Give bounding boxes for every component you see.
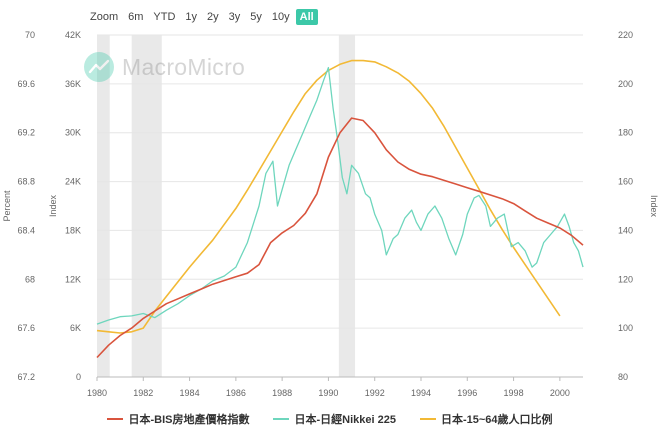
legend-label-nikkei: 日本-日經Nikkei 225 — [294, 414, 396, 426]
left-inner-axis-title: Index — [48, 194, 58, 217]
legend-item-bis[interactable]: 日本-BIS房地產價格指數 — [107, 411, 249, 427]
series-line-bis — [96, 117, 584, 359]
zoom-10y-button[interactable]: 10y — [271, 11, 290, 23]
zoom-ytd-button[interactable]: YTD — [153, 11, 176, 23]
left-inner-tick-label: 30K — [65, 128, 81, 138]
watermark-text: MacroMicro — [122, 53, 246, 80]
right-tick-label: 200 — [618, 79, 633, 89]
right-tick-label: 120 — [618, 274, 633, 284]
legend-item-population[interactable]: 日本-15~64歲人口比例 — [419, 411, 553, 427]
left-outer-tick-label: 67.2 — [17, 372, 35, 382]
recession-band-2 — [338, 35, 356, 377]
x-tick-label: 1988 — [272, 388, 292, 398]
watermark: MacroMicro — [84, 52, 245, 82]
right-tick-label: 80 — [618, 372, 628, 382]
left-inner-tick-label: 36K — [65, 79, 81, 89]
x-tick-label: 2000 — [550, 388, 570, 398]
left-outer-tick-label: 68.8 — [17, 177, 35, 187]
left-inner-tick-label: 6K — [70, 323, 81, 333]
legend-label-bis: 日本-BIS房地產價格指數 — [128, 414, 250, 426]
recession-band-1 — [131, 35, 162, 377]
legend-swatch-bis — [107, 418, 124, 420]
x-tick-label: 1994 — [411, 388, 431, 398]
zoom-toolbar: Zoom 6m YTD 1y 2y 3y 5y 10y All — [90, 8, 320, 26]
right-tick-label: 220 — [618, 30, 633, 40]
left-outer-tick-label: 70 — [25, 30, 35, 40]
left-inner-tick-label: 42K — [65, 30, 81, 40]
left-outer-tick-label: 69.6 — [17, 79, 35, 89]
x-tick-label: 1980 — [87, 388, 107, 398]
legend-swatch-population — [419, 418, 436, 420]
legend-label-population: 日本-15~64歲人口比例 — [440, 414, 553, 426]
right-tick-label: 160 — [618, 177, 633, 187]
right-axis-title: Index — [649, 195, 659, 218]
left-inner-tick-label: 18K — [65, 225, 81, 235]
x-tick-label: 1986 — [226, 388, 246, 398]
recession-band-0 — [97, 35, 110, 377]
zoom-1y-button[interactable]: 1y — [185, 11, 198, 23]
x-tick-label: 1990 — [318, 388, 338, 398]
left-outer-tick-label: 68 — [25, 274, 35, 284]
legend-swatch-nikkei — [273, 418, 290, 420]
x-tick-label: 1992 — [365, 388, 385, 398]
series-line-nikkei — [96, 66, 584, 325]
zoom-3y-button[interactable]: 3y — [228, 11, 241, 23]
series-line-population — [96, 59, 561, 334]
left-inner-tick-label: 24K — [65, 177, 81, 187]
right-tick-label: 100 — [618, 323, 633, 333]
x-tick-label: 1984 — [180, 388, 200, 398]
macromicro-logo-icon — [84, 52, 114, 82]
zoom-5y-button[interactable]: 5y — [250, 11, 262, 23]
left-inner-tick-label: 12K — [65, 274, 81, 284]
left-inner-tick-label: 0 — [76, 372, 81, 382]
zoom-6m-button[interactable]: 6m — [128, 11, 144, 23]
left-outer-tick-label: 69.2 — [17, 128, 35, 138]
x-tick-label: 1982 — [133, 388, 153, 398]
zoom-label: Zoom — [90, 11, 119, 23]
right-tick-label: 180 — [618, 128, 633, 138]
x-tick-label: 1996 — [457, 388, 477, 398]
right-tick-label: 140 — [618, 225, 633, 235]
left-outer-tick-label: 68.4 — [17, 225, 35, 235]
x-tick-label: 1998 — [504, 388, 524, 398]
zoom-all-button[interactable]: All — [295, 9, 318, 25]
zoom-2y-button[interactable]: 2y — [207, 11, 219, 23]
legend-item-nikkei[interactable]: 日本-日經Nikkei 225 — [273, 411, 396, 427]
chart-legend: 日本-BIS房地產價格指數 日本-日經Nikkei 225 日本-15~64歲人… — [0, 411, 660, 427]
left-outer-axis-title: Percent — [2, 190, 12, 222]
left-outer-tick-label: 67.6 — [17, 323, 35, 333]
